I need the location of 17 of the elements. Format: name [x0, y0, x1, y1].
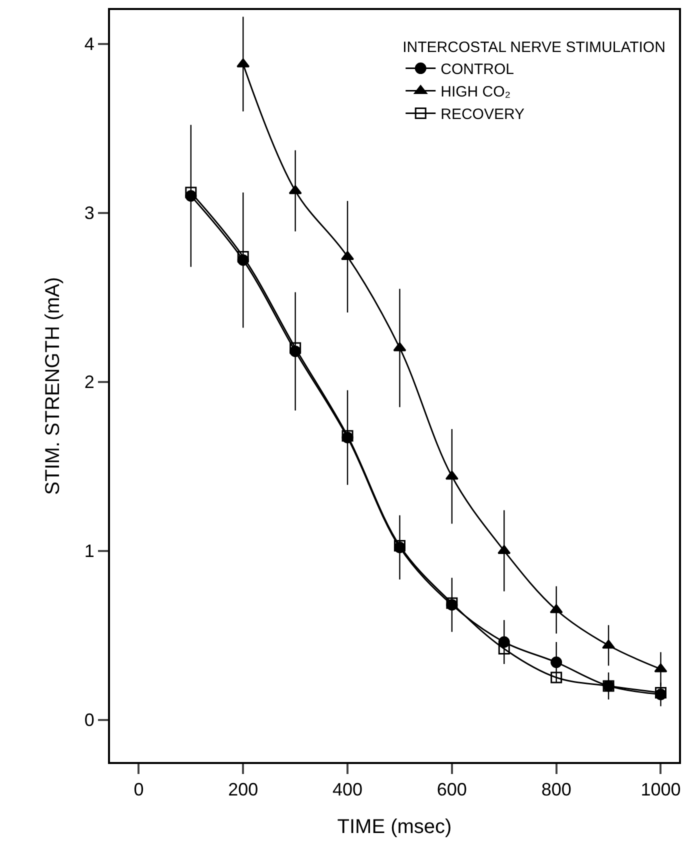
- x-axis-title: TIME (msec): [337, 816, 452, 838]
- y-tick-label: 1: [84, 541, 94, 562]
- x-tick-label: 1000: [640, 780, 681, 800]
- legend-title: INTERCOSTAL NERVE STIMULATION: [402, 39, 666, 56]
- x-tick-label: 800: [541, 780, 572, 800]
- y-tick-label: 3: [84, 203, 94, 224]
- y-tick-label: 0: [84, 710, 94, 730]
- x-tick-label: 200: [228, 780, 258, 800]
- x-tick-label: 0: [134, 780, 144, 800]
- legend-label: RECOVERY: [440, 106, 525, 124]
- x-tick-label: 600: [436, 780, 467, 800]
- legend-label: CONTROL: [440, 61, 514, 78]
- y-axis-title: STIM. STRENGTH (mA): [42, 277, 64, 495]
- x-tick-label: 400: [332, 780, 363, 800]
- y-tick-label: 4: [84, 34, 94, 54]
- legend-label: HIGH CO₂: [440, 84, 511, 101]
- y-tick-label: 2: [84, 372, 94, 392]
